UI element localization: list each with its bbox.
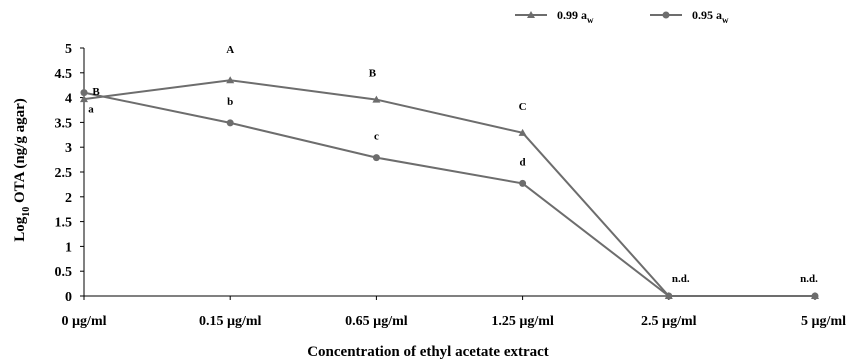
data-point-triangle: [372, 95, 381, 103]
y-tick-label: 4: [65, 92, 72, 107]
data-point-circle: [665, 292, 673, 300]
y-axis-title-prefix: Log: [12, 216, 28, 242]
y-tick-label: 2: [65, 191, 72, 206]
legend-label: 0.95 aw: [692, 8, 729, 25]
x-tick-label: 0.65 µg/ml: [345, 314, 408, 329]
significance-letter: n.d.: [800, 273, 818, 285]
y-tick-label: 2.5: [55, 166, 73, 181]
legend-swatch-marker: [527, 11, 535, 18]
data-point-triangle: [518, 128, 527, 136]
x-tick-label: 5 µg/ml: [801, 314, 846, 329]
significance-letter: A: [226, 44, 234, 56]
y-tick-label: 3.5: [55, 116, 73, 131]
data-point-circle: [80, 89, 88, 97]
x-tick-label: 0 µg/ml: [61, 314, 106, 329]
significance-letter: c: [374, 131, 379, 143]
y-tick-label: 4.5: [55, 67, 73, 82]
data-point-circle: [372, 154, 380, 162]
significance-letter: b: [227, 96, 233, 108]
significance-letter: n.d.: [672, 273, 690, 285]
chart-series: [80, 76, 819, 300]
significance-letter: B: [369, 68, 377, 80]
y-tick-label: 0: [65, 290, 72, 305]
series-line-triangle: [83, 79, 815, 297]
x-tick-label: 1.25 µg/ml: [491, 314, 554, 329]
x-axis-ticks: 0 µg/ml 0.15 µg/ml 0.65 µg/ml 1.25 µg/ml 2.5…: [61, 296, 846, 329]
y-tick-label: 5: [65, 42, 72, 57]
data-point-triangle: [80, 95, 88, 103]
y-axis-title: Log10 OTA (ng/g agar): [12, 98, 32, 242]
x-axis-title: Concentration of ethyl acetate extract: [307, 344, 549, 360]
significance-letters: B A B Ca b c d n.d. n.d.: [88, 44, 818, 285]
significance-letter: d: [520, 156, 526, 168]
y-axis-title-suffix: OTA (ng/g agar): [12, 98, 28, 206]
x-tick-label: 0.15 µg/ml: [199, 314, 262, 329]
x-tick-label: 2.5 µg/ml: [641, 314, 697, 329]
significance-letter: C: [519, 101, 527, 113]
y-axis-ticks: 0 0.5 1 1.5 2 2.5 3 3.5 4 4.5 5: [55, 42, 84, 305]
legend-swatch-marker: [662, 11, 670, 19]
legend: 0.99 aw 0.95 aw: [515, 8, 729, 25]
series-line-circle: [83, 91, 815, 297]
y-tick-label: 1: [65, 240, 72, 255]
y-axis-title-subscript: 10: [21, 207, 32, 217]
y-tick-label: 3: [65, 141, 72, 156]
data-point-circle: [811, 292, 819, 300]
legend-label: 0.99 aw: [557, 8, 594, 25]
data-point-circle: [226, 119, 234, 127]
significance-letter: a: [88, 104, 94, 116]
significance-letter: B: [92, 86, 100, 98]
data-point-triangle: [226, 76, 235, 84]
y-tick-label: 1.5: [55, 216, 73, 231]
data-point-circle: [519, 179, 527, 187]
y-tick-label: 0.5: [55, 265, 73, 280]
